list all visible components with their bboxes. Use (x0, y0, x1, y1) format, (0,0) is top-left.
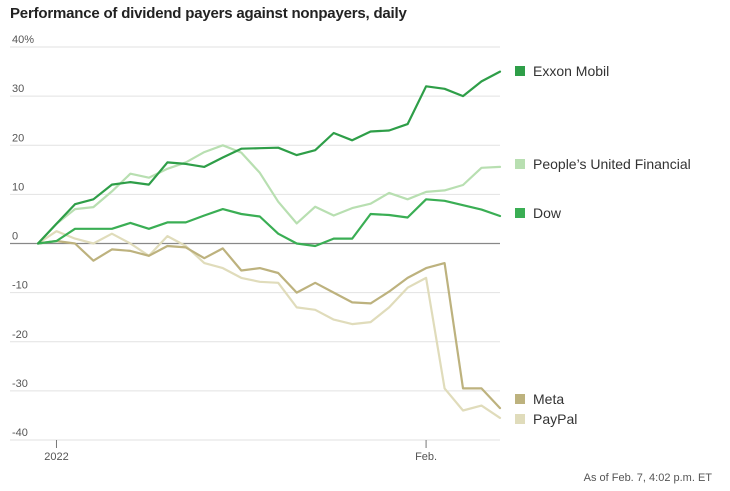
x-tick-label: Feb. (415, 451, 437, 463)
legend-label: Meta (533, 391, 564, 407)
y-tick-label: 30 (12, 83, 24, 95)
x-tick-label: 2022 (44, 451, 68, 463)
series-line-meta (36, 239, 502, 410)
chart-footnote: As of Feb. 7, 4:02 p.m. ET (583, 472, 712, 484)
y-tick-label: -10 (12, 280, 28, 292)
legend-swatch (515, 208, 525, 218)
legend-swatch (515, 414, 525, 424)
chart-title: Performance of dividend payers against n… (10, 5, 407, 22)
legend-label: PayPal (533, 411, 577, 427)
series-line-paypal (36, 230, 502, 419)
legend-label: People’s United Financial (533, 156, 691, 172)
y-tick-label: 40% (12, 34, 34, 46)
y-tick-label: 20 (12, 132, 24, 144)
series-line-people-s-united-financial (36, 144, 502, 245)
series-line-dow (36, 198, 502, 248)
y-tick-label: -40 (12, 427, 28, 439)
y-tick-label: -20 (12, 329, 28, 341)
legend-swatch (515, 66, 525, 76)
y-tick-label: 10 (12, 181, 24, 193)
series-line-exxon-mobil (36, 70, 502, 245)
legend-label: Exxon Mobil (533, 63, 609, 79)
legend-label: Dow (533, 205, 562, 221)
y-tick-label: -30 (12, 378, 28, 390)
legend-swatch (515, 394, 525, 404)
legend-swatch (515, 159, 525, 169)
y-tick-label: 0 (12, 231, 18, 243)
